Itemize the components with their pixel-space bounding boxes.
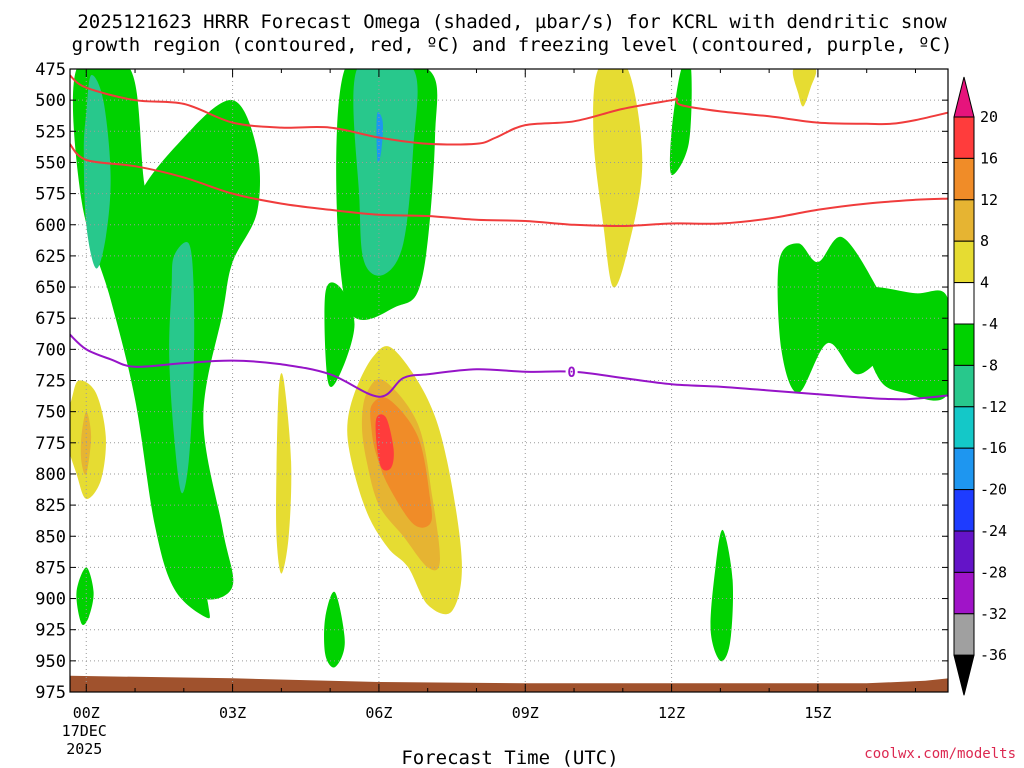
dgz-contour-lower [70, 143, 948, 228]
freezing-level-label-bg [565, 363, 578, 380]
freezing-level-contour [70, 333, 948, 401]
colorbar-label: -32 [980, 605, 1007, 623]
x-tick-label: 15Z [804, 704, 831, 722]
omega-region-g8 [324, 282, 355, 387]
omega-region-c12 [353, 69, 418, 276]
y-tick-label: 725 [35, 372, 66, 392]
omega-region-y4 [593, 69, 643, 288]
y-tick-label: 775 [35, 434, 66, 454]
freezing-level-label: 0 [567, 365, 575, 381]
plot-content: 0 [70, 69, 948, 692]
dgz-contour-upper [70, 74, 948, 146]
colorbar-swatch [953, 282, 975, 325]
y-tick-label: 625 [35, 247, 66, 267]
y-tick-label: 500 [35, 91, 66, 111]
omega-region-g8 [777, 236, 892, 394]
terrain-surface [70, 675, 948, 692]
colorbar-arrow-top [953, 76, 975, 118]
site-credit: coolwx.com/modelts [864, 746, 1016, 762]
colorbar-swatch [953, 364, 975, 408]
x-tick-year-label: 2025 [66, 740, 102, 758]
x-tick-label: 12Z [658, 704, 685, 722]
y-tick-label: 475 [35, 60, 66, 80]
omega-region-c12 [83, 74, 111, 269]
y-tick-label: 975 [35, 683, 66, 703]
omega-region-y4 [792, 69, 817, 107]
y-tick-label: 600 [35, 216, 66, 236]
y-tick-label: 800 [35, 465, 66, 485]
colorbar: 20 16 12 8 4 -4 -8 -12 -16 -20 -24 -28 -32 -36 [953, 76, 1007, 696]
y-tick-label: 875 [35, 558, 66, 578]
colorbar-label: -8 [980, 356, 998, 374]
omega-region-r16 [375, 414, 394, 471]
y-tick-label: 525 [35, 122, 66, 142]
colorbar-label: 8 [980, 232, 989, 250]
x-axis-label: Forecast Time (UTC) [401, 747, 618, 768]
colorbar-swatch [953, 613, 975, 656]
colorbar-swatch [953, 116, 975, 159]
colorbar-swatch [953, 447, 975, 491]
chart-title-line-1: 2025121623 HRRR Forecast Omega (shaded, … [77, 11, 947, 33]
y-tick-label: 950 [35, 652, 66, 672]
colorbar-swatch [953, 406, 975, 449]
omega-region-g8 [131, 100, 260, 600]
x-tick-label: 09Z [512, 704, 539, 722]
omega-region-c12 [169, 241, 195, 494]
colorbar-label: -28 [980, 563, 1007, 581]
colorbar-swatch [953, 489, 975, 532]
y-tick-label: 825 [35, 496, 66, 516]
y-tick-label: 700 [35, 340, 66, 360]
colorbar-label: -16 [980, 439, 1007, 457]
omega-region-y4 [276, 373, 292, 574]
colorbar-label: -12 [980, 398, 1007, 416]
y-tick-label: 925 [35, 621, 66, 641]
colorbar-label: 16 [980, 149, 998, 167]
omega-region-g8 [669, 69, 692, 175]
colorbar-label: -36 [980, 646, 1007, 664]
colorbar-label: -20 [980, 481, 1007, 499]
omega-region-g8 [710, 529, 734, 662]
omega-region-g8 [76, 567, 94, 625]
colorbar-swatch [953, 530, 975, 573]
y-tick-label: 550 [35, 153, 66, 173]
x-tick-date-label: 17DEC [62, 722, 107, 740]
x-tick-label: 00Z [73, 704, 100, 722]
colorbar-swatch [953, 323, 975, 366]
colorbar-swatch [953, 571, 975, 615]
y-tick-label: 675 [35, 309, 66, 329]
colorbar-swatch [953, 199, 975, 242]
colorbar-label: -24 [980, 522, 1007, 540]
y-tick-label: 750 [35, 403, 66, 423]
colorbar-swatch [953, 157, 975, 201]
y-tick-label: 650 [35, 278, 66, 298]
omega-region-o8 [80, 411, 92, 475]
omega-region-g8 [855, 287, 948, 401]
x-tick-label: 03Z [219, 704, 246, 722]
y-tick-label: 900 [35, 590, 66, 610]
colorbar-swatch [953, 240, 975, 284]
colorbar-label: 4 [980, 274, 989, 292]
y-tick-label: 850 [35, 527, 66, 547]
colorbar-arrow-bottom [953, 654, 975, 696]
colorbar-label: 12 [980, 191, 998, 209]
colorbar-label: 20 [980, 108, 998, 126]
x-tick-label: 06Z [365, 704, 392, 722]
y-tick-label: 575 [35, 185, 66, 205]
plot-area: 0 475 500 525 550 575 600 625 650 675 700 725 750 775… [35, 60, 949, 758]
chart-title-line-2: growth region (contoured, red, ºC) and f… [72, 34, 953, 56]
colorbar-label: -4 [980, 315, 998, 333]
